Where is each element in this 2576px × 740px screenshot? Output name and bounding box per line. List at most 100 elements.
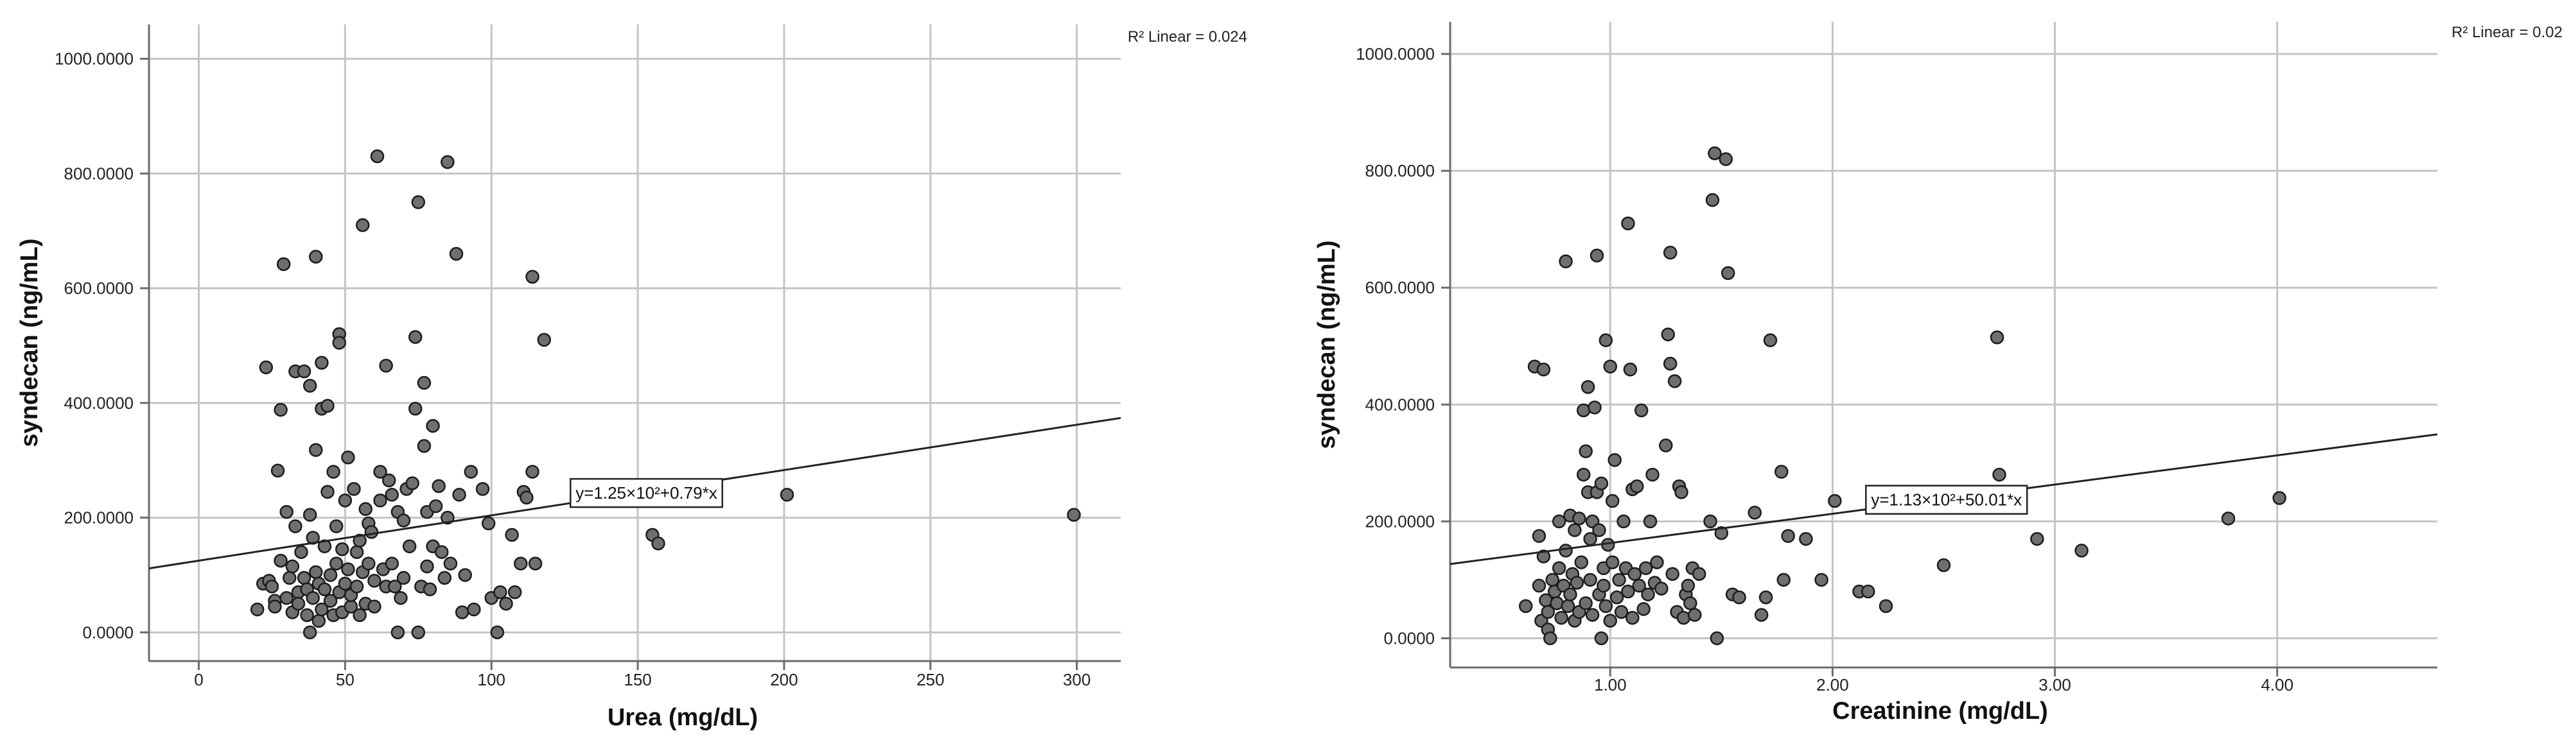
data-point — [311, 614, 326, 628]
data-point — [320, 399, 335, 413]
data-point — [1559, 544, 1573, 558]
data-point — [332, 336, 346, 350]
y-tick-label: 600.0000 — [64, 279, 134, 298]
data-point — [1828, 494, 1842, 508]
data-point — [481, 516, 496, 531]
data-point — [279, 504, 294, 519]
data-point — [367, 599, 381, 614]
data-point — [1597, 578, 1611, 593]
data-point — [423, 582, 437, 597]
data-point — [1603, 614, 1617, 628]
data-point — [505, 528, 519, 542]
data-point — [1632, 578, 1646, 593]
data-point — [1588, 400, 1602, 415]
data-point — [2074, 544, 2089, 558]
data-point — [426, 418, 440, 433]
x-axis-label: Creatinine (mg/dL) — [1832, 698, 2048, 725]
y-tick-label: 400.0000 — [1365, 395, 1435, 414]
data-point — [449, 246, 464, 261]
data-point — [458, 568, 472, 582]
data-point — [1710, 631, 1724, 646]
data-point — [464, 465, 478, 479]
gridlines — [149, 24, 1121, 661]
data-point — [364, 525, 379, 539]
data-point — [323, 594, 338, 608]
data-point — [1623, 362, 1638, 377]
data-point — [302, 625, 317, 640]
data-point — [1617, 514, 1631, 529]
data-point — [408, 330, 423, 344]
data-point — [1518, 599, 1533, 614]
data-point — [297, 571, 311, 585]
data-point — [1754, 608, 1769, 622]
data-point — [1774, 465, 1789, 479]
data-point — [282, 571, 297, 585]
data-point — [1936, 558, 1951, 572]
equation-frame — [569, 478, 723, 508]
data-point — [1605, 494, 1620, 508]
y-tick-label: 1000.0000 — [1356, 44, 1435, 64]
data-point — [525, 465, 539, 479]
data-point — [1758, 590, 1773, 605]
data-point — [1561, 599, 1575, 614]
data-point — [388, 580, 402, 594]
data-point — [1732, 590, 1746, 605]
data-point — [1861, 584, 1875, 599]
x-tick-label: 100 — [478, 670, 505, 689]
data-point — [1552, 561, 1566, 575]
data-point — [1541, 605, 1555, 619]
data-points — [1518, 146, 2286, 646]
data-point — [1621, 584, 1635, 599]
data-point — [1992, 467, 2006, 482]
data-point — [1552, 514, 1566, 529]
data-point — [1645, 467, 1660, 482]
data-point — [1590, 248, 1604, 262]
data-point — [1608, 453, 1622, 467]
regression-equation: y=1.25×10²+0.79*x — [575, 483, 717, 503]
data-point — [780, 488, 794, 502]
data-point — [338, 494, 353, 508]
data-point — [302, 508, 317, 522]
x-tick-label: 50 — [336, 670, 355, 689]
data-point — [394, 590, 408, 605]
data-point — [537, 332, 551, 347]
data-point — [1799, 531, 1813, 546]
data-point — [411, 195, 426, 209]
data-point — [441, 155, 455, 169]
data-point — [1579, 596, 1593, 610]
data-point — [1572, 512, 1586, 526]
data-point — [1592, 523, 1606, 537]
y-tick-label: 0.0000 — [82, 623, 134, 642]
x-tick-label: 0 — [194, 670, 203, 689]
creatinine-scatter-plot: 1.00 2.00 3.00 4.00 0.0000 200.0000 400.0000 60… — [1313, 22, 2563, 725]
data-point — [291, 596, 306, 611]
data-point — [1643, 514, 1658, 529]
data-point — [1667, 374, 1682, 388]
data-point — [452, 488, 466, 502]
y-tick-label: 200.0000 — [64, 508, 134, 528]
data-point — [528, 556, 543, 571]
data-point — [1543, 631, 1557, 646]
data-point — [1661, 327, 1675, 341]
data-point — [347, 482, 361, 496]
data-point — [302, 379, 317, 393]
data-point — [1634, 403, 1649, 418]
data-point — [1630, 479, 1644, 494]
y-tick-label: 1000.0000 — [55, 49, 134, 69]
data-point — [520, 490, 534, 505]
data-point — [1599, 599, 1613, 614]
data-point — [417, 375, 432, 390]
data-point — [396, 513, 411, 528]
data-point — [317, 582, 332, 597]
data-point — [353, 533, 367, 548]
data-point — [385, 488, 399, 502]
data-point — [362, 556, 376, 571]
data-point — [1663, 245, 1678, 260]
data-point — [265, 580, 279, 594]
data-point — [1990, 330, 2004, 345]
data-point — [353, 608, 367, 623]
y-tick-label: 200.0000 — [1365, 512, 1435, 531]
data-point — [1659, 438, 1673, 452]
x-tick-label: 250 — [916, 670, 944, 689]
